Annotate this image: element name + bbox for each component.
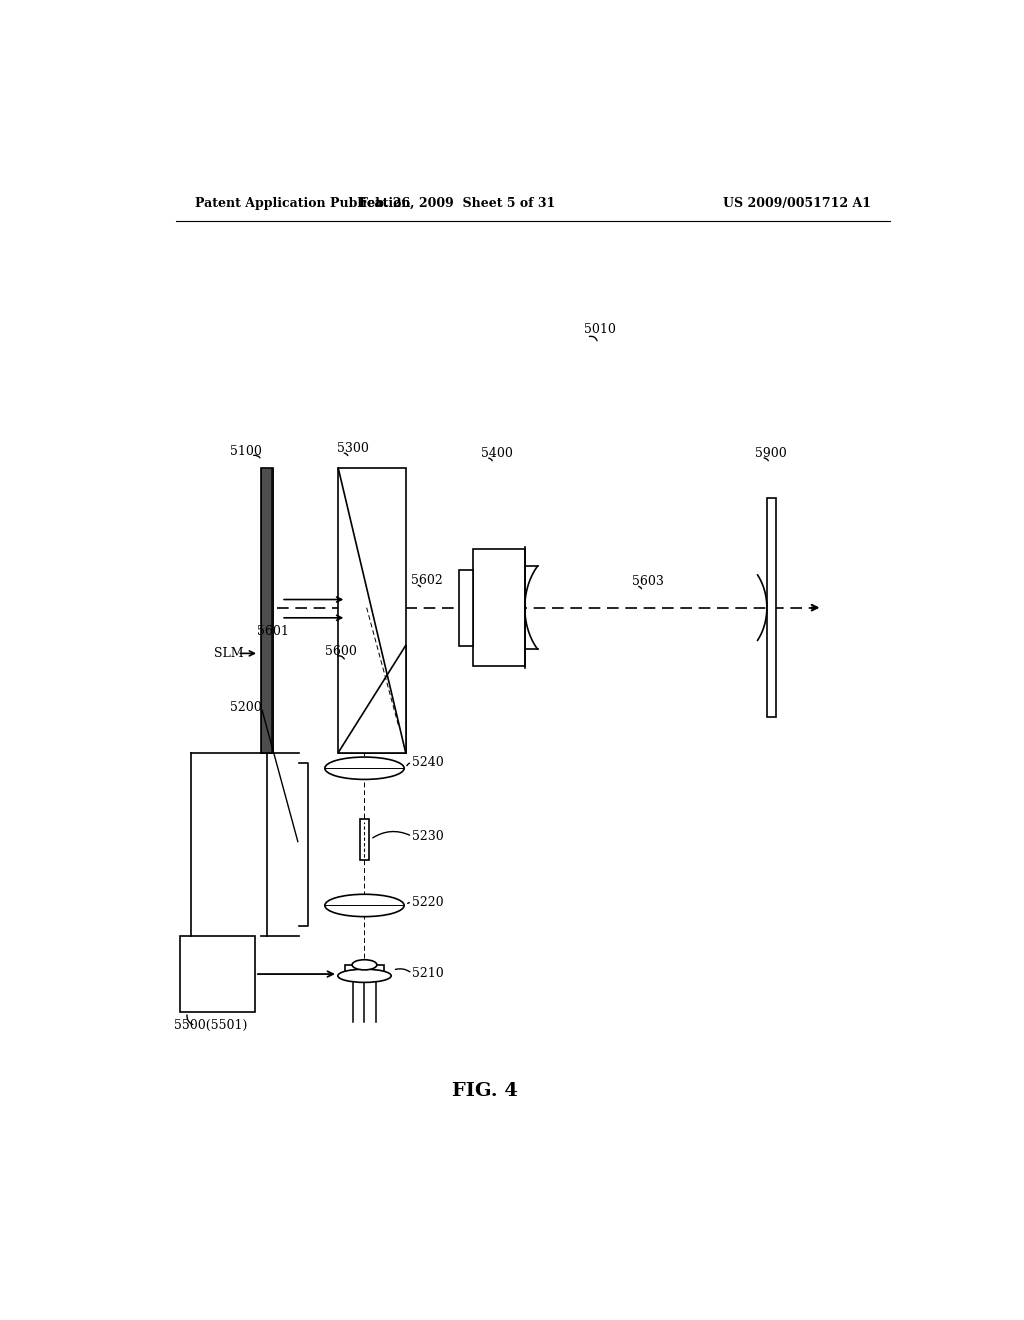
Text: 5602: 5602: [411, 574, 442, 586]
Text: 5603: 5603: [632, 574, 664, 587]
Text: 5240: 5240: [412, 755, 443, 768]
Text: 5010: 5010: [585, 322, 616, 335]
Bar: [260, 469, 273, 752]
Text: Feb. 26, 2009  Sheet 5 of 31: Feb. 26, 2009 Sheet 5 of 31: [359, 197, 555, 210]
Text: 5500(5501): 5500(5501): [174, 1019, 248, 1032]
Bar: [767, 499, 776, 717]
Bar: [360, 818, 369, 859]
Polygon shape: [338, 645, 406, 752]
Text: 5200: 5200: [229, 701, 261, 714]
Text: US 2009/0051712 A1: US 2009/0051712 A1: [723, 197, 871, 210]
Text: 5220: 5220: [412, 896, 443, 909]
Text: 5601: 5601: [257, 624, 289, 638]
Text: 5400: 5400: [481, 446, 513, 459]
Text: 5900: 5900: [755, 446, 786, 459]
Bar: [338, 469, 406, 752]
Text: Patent Application Publication: Patent Application Publication: [196, 197, 411, 210]
Bar: [473, 549, 524, 667]
Text: 5600: 5600: [325, 645, 356, 657]
Ellipse shape: [352, 960, 377, 970]
Ellipse shape: [338, 969, 391, 982]
Text: SLM: SLM: [214, 647, 244, 660]
Bar: [459, 570, 473, 645]
Text: FIG. 4: FIG. 4: [453, 1082, 518, 1101]
Bar: [345, 965, 384, 975]
Text: 5230: 5230: [412, 830, 443, 843]
Ellipse shape: [325, 894, 404, 916]
Bar: [179, 936, 255, 1012]
Text: 5300: 5300: [337, 442, 369, 454]
Text: 5100: 5100: [229, 445, 261, 458]
Ellipse shape: [325, 758, 404, 779]
Text: 5210: 5210: [412, 968, 443, 979]
